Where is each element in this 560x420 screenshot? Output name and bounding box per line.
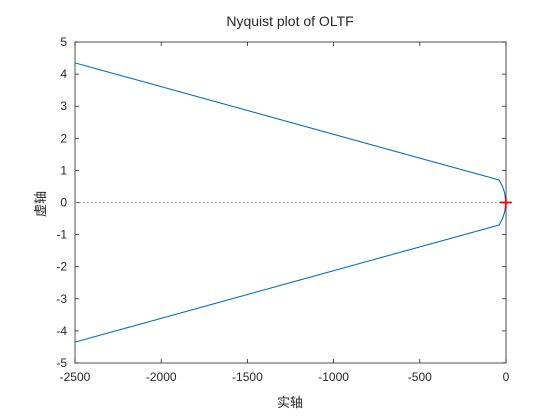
x-tick-label: 0 [503,370,510,384]
y-tick-label: -5 [56,356,67,370]
x-tick-label: -500 [408,370,432,384]
y-tick-label: -3 [56,292,67,306]
x-tick-label: -1500 [232,370,263,384]
y-tick-label: 2 [60,131,67,145]
y-tick-label: 4 [60,67,67,81]
y-tick-label: -4 [56,324,67,338]
chart-title: Nyquist plot of OLTF [226,13,353,29]
x-axis-label: 实轴 [277,396,303,411]
x-tick-label: -2500 [60,370,91,384]
y-tick-label: -1 [56,228,67,242]
y-tick-label: 5 [60,35,67,49]
y-axis-label: 虚轴 [34,191,49,217]
y-tick-label: -2 [56,260,67,274]
y-tick-label: 3 [60,99,67,113]
x-tick-label: -1000 [318,370,349,384]
y-tick-label: 0 [60,196,67,210]
plot-area: -2500 -2000 -1500 -1000 -500 0 -5 -4 -3 -2 -1 0 1 2 3 4… [56,35,512,384]
y-tick-label: 1 [60,163,67,177]
x-tick-label: -2000 [146,370,177,384]
